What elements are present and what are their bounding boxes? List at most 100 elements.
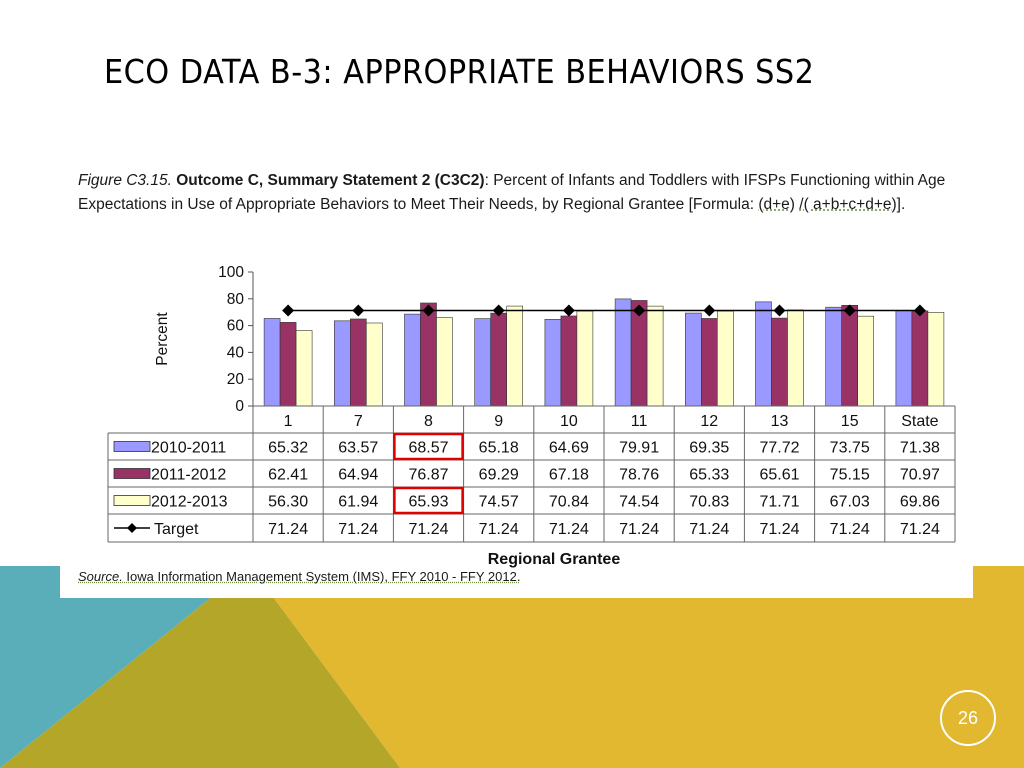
data-label-2010-2011-7: 63.57 [338, 440, 378, 457]
bar-2010-2011-State [895, 310, 913, 407]
data-label-target-9: 71.24 [479, 521, 519, 538]
highlight-box [393, 486, 464, 515]
bar-2011-2012-15 [841, 304, 859, 407]
bar-2012-2013-11 [646, 305, 664, 407]
data-label-2012-2013-7: 61.94 [338, 494, 378, 511]
page-number-badge: 26 [940, 690, 996, 746]
data-label-2010-2011-10: 64.69 [549, 440, 589, 457]
data-label-2012-2013-8: 65.93 [408, 494, 448, 511]
source-note: Source. Iowa Information Management Syst… [78, 569, 520, 584]
data-label-2011-2012-13: 65.61 [759, 467, 799, 484]
data-label-target-1: 71.24 [268, 521, 308, 538]
target-marker-15 [843, 304, 856, 317]
data-label-2011-2012-11: 78.76 [619, 467, 659, 484]
y-tick-label: 60 [227, 318, 245, 335]
x-tick-label-10: 10 [560, 413, 578, 430]
data-label-2010-2011-12: 69.35 [689, 440, 729, 457]
source-text: Iowa Information Management System (IMS)… [122, 569, 521, 584]
x-tick-label-1: 1 [284, 413, 293, 430]
target-marker-1 [282, 304, 295, 317]
data-label-2010-2011-State: 71.38 [900, 440, 940, 457]
target-marker-9 [492, 304, 505, 317]
chart: 0 20 40 60 80 100 Percent 1 7 8 9 10 11 12 13 15 State 20… [107, 264, 956, 568]
x-tick-label-State: State [901, 413, 938, 430]
data-label-2010-2011-1: 65.32 [268, 440, 308, 457]
legend-label-2011-2012: 2011-2012 [151, 467, 226, 484]
data-label-2012-2013-11: 74.54 [619, 494, 659, 511]
bar-2010-2011-10 [544, 319, 562, 407]
figure-number: Figure C3.15. [78, 172, 172, 189]
x-tick-label-11: 11 [631, 413, 648, 430]
target-marker-11 [633, 304, 646, 317]
data-label-target-12: 71.24 [689, 521, 729, 538]
data-label-target-15: 71.24 [830, 521, 870, 538]
y-tick-label: 0 [235, 398, 244, 415]
data-label-2011-2012-8: 76.87 [408, 467, 448, 484]
bar-2010-2011-1 [263, 318, 281, 407]
target-marker-8 [422, 304, 435, 317]
x-tick-label-12: 12 [700, 413, 718, 430]
x-axis-label: Regional Grantee [488, 551, 621, 568]
data-label-target-13: 71.24 [759, 521, 799, 538]
y-tick-label: 40 [227, 344, 245, 361]
data-label-2011-2012-1: 62.41 [268, 467, 308, 484]
bar-2010-2011-15 [825, 306, 843, 407]
bar-2012-2013-10 [576, 310, 594, 407]
data-label-2012-2013-13: 71.71 [759, 494, 799, 511]
slide-title: ECO DATA B-3: APPROPRIATE BEHAVIORS SS2 [104, 52, 815, 91]
figure-panel: Figure C3.15. Outcome C, Summary Stateme… [60, 155, 973, 598]
x-tick-label-8: 8 [424, 413, 433, 430]
data-label-2011-2012-15: 75.15 [830, 467, 870, 484]
bar-2011-2012-1 [279, 322, 297, 407]
caption-bold: Outcome C, Summary Statement 2 (C3C2) [176, 172, 485, 189]
data-label-2011-2012-12: 65.33 [689, 467, 729, 484]
target-marker-State [913, 304, 926, 317]
x-tick-label-15: 15 [841, 413, 859, 430]
bar-2010-2011-8 [404, 313, 421, 407]
bar-2012-2013-12 [716, 310, 734, 407]
legend-label-2012-2013: 2012-2013 [151, 494, 228, 511]
caption-text: : Percent of Infants and Toddlers with I… [78, 172, 946, 213]
data-label-2010-2011-15: 73.75 [830, 440, 870, 457]
bar-2012-2013-13 [787, 309, 804, 407]
data-label-2011-2012-State: 70.97 [900, 467, 940, 484]
background-gold-shape [250, 566, 1024, 768]
bar-2011-2012-10 [560, 315, 578, 407]
bar-2011-2012-12 [700, 318, 718, 407]
bar-2011-2012-7 [349, 318, 367, 407]
formula-denominator: /( a+b+c+d+e) [799, 195, 897, 213]
bar-2011-2012-8 [420, 302, 437, 407]
legend-swatch-2011-2012 [113, 468, 151, 479]
legend-target-marker [127, 523, 137, 533]
formula-end: ]. [896, 195, 906, 213]
data-label-2010-2011-9: 65.18 [479, 440, 519, 457]
x-tick-label-13: 13 [771, 413, 789, 430]
source-label: Source. [78, 569, 123, 584]
bar-2011-2012-9 [490, 312, 508, 407]
data-label-2010-2011-11: 79.91 [619, 440, 659, 457]
bar-2010-2011-12 [684, 312, 702, 407]
bar-2012-2013-7 [365, 322, 383, 407]
target-marker-13 [773, 304, 786, 317]
bar-2010-2011-13 [755, 301, 772, 407]
data-label-2012-2013-State: 69.86 [900, 494, 940, 511]
y-tick-label: 20 [227, 371, 245, 388]
data-label-2011-2012-10: 67.18 [549, 467, 589, 484]
bar-2012-2013-15 [857, 315, 875, 407]
bar-2012-2013-State [927, 312, 945, 407]
target-marker-12 [703, 304, 716, 317]
data-label-2012-2013-1: 56.30 [268, 494, 308, 511]
y-tick-label: 100 [218, 264, 244, 281]
formula-numerator: (d+e) [758, 195, 795, 213]
legend-swatch-2012-2013 [113, 495, 151, 506]
data-label-target-7: 71.24 [338, 521, 378, 538]
background-olive-shape [0, 566, 400, 768]
bar-2012-2013-1 [295, 330, 313, 407]
target-marker-10 [562, 304, 575, 317]
figure-caption: Figure C3.15. Outcome C, Summary Stateme… [78, 169, 963, 216]
bar-2011-2012-State [911, 310, 929, 407]
data-label-2012-2013-15: 67.03 [830, 494, 870, 511]
legend-label-target: Target [154, 521, 199, 538]
highlight-box [393, 432, 464, 461]
bar-2012-2013-8 [436, 317, 453, 407]
